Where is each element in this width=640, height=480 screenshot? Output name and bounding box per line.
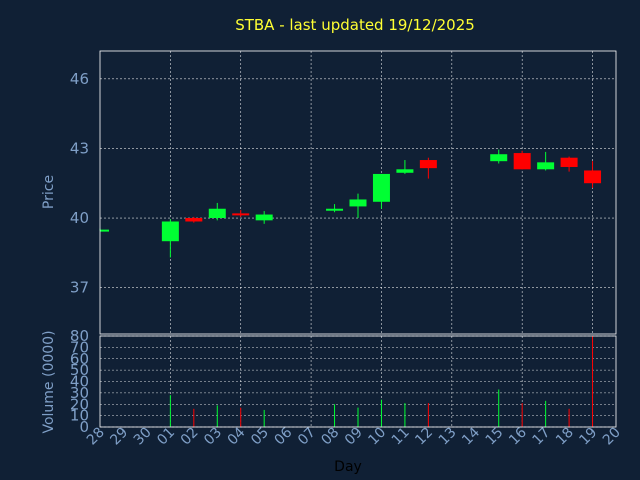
candle-body — [232, 213, 250, 216]
price-ticks: 37 40 43 46 — [70, 70, 89, 297]
x-tick-label: 20 — [600, 425, 624, 449]
x-tick-label: 07 — [295, 425, 319, 449]
x-tick-label: 02 — [178, 425, 202, 449]
x-tick-label: 04 — [225, 424, 249, 448]
x-tick-label: 14 — [459, 424, 483, 448]
volume-tick-label: 40 — [70, 373, 89, 391]
x-tick-label: 17 — [530, 425, 554, 449]
candles — [99, 149, 602, 258]
x-tick-label: 30 — [131, 425, 155, 449]
candle-body — [372, 173, 390, 202]
price-tick-label: 37 — [70, 279, 89, 297]
candle-body — [560, 157, 578, 167]
volume-tick-label: 30 — [70, 384, 89, 402]
candle-body — [396, 169, 414, 173]
price-tick-label: 43 — [70, 139, 89, 157]
chart-title: STBA - last updated 19/12/2025 — [235, 16, 475, 34]
volume-bars — [169, 336, 594, 427]
x-tick-label: 08 — [318, 425, 342, 449]
x-tick-label: 01 — [154, 425, 178, 449]
price-axis-label: Price — [41, 175, 57, 209]
volume-panel-frame — [99, 335, 617, 428]
candle-body — [513, 153, 531, 170]
x-ticks: 28 29 30 01 02 03 04 05 06 07 08 09 10 11 12 13 14 15 16 17… — [84, 424, 624, 448]
x-tick-label: 03 — [201, 425, 225, 449]
candle-body — [161, 221, 179, 242]
candle-body — [100, 229, 109, 232]
x-tick-label: 19 — [576, 425, 600, 449]
x-tick-label: 06 — [272, 424, 296, 448]
volume-tick-label: 60 — [70, 350, 89, 368]
volume-tick-label: 70 — [70, 338, 89, 356]
volume-tick-label: 50 — [70, 361, 89, 379]
volume-tick-label: 10 — [70, 407, 89, 425]
x-axis-label: Day — [334, 459, 362, 475]
candle-body — [255, 214, 273, 221]
price-tick-label: 46 — [70, 70, 89, 88]
x-tick-label: 11 — [389, 425, 413, 449]
x-tick-label: 29 — [107, 425, 131, 449]
volume-tick-label: 80 — [70, 327, 89, 345]
x-tick-label: 16 — [506, 424, 530, 448]
x-tick-label: 15 — [483, 425, 507, 449]
volume-tick-label: 20 — [70, 395, 89, 413]
candle-body — [326, 208, 344, 211]
x-tick-label: 13 — [436, 425, 460, 449]
volume-axis-label: Volume (0000) — [41, 330, 57, 433]
x-tick-label: 18 — [553, 425, 577, 449]
x-tick-label: 09 — [342, 425, 366, 449]
x-tick-label: 12 — [412, 425, 436, 449]
price-tick-label: 40 — [70, 209, 89, 227]
price-grid — [100, 51, 616, 334]
candle-body — [584, 170, 602, 184]
candle-body — [185, 218, 203, 222]
price-panel-frame — [99, 50, 617, 335]
x-tick-label: 05 — [248, 425, 272, 449]
x-tick-label: 10 — [365, 425, 389, 449]
candle-body — [537, 162, 555, 170]
candle-body — [490, 154, 508, 162]
volume-tick-label: 0 — [79, 418, 89, 436]
candle-body — [349, 199, 367, 207]
candle-body — [419, 160, 437, 169]
candle-body — [208, 208, 226, 219]
